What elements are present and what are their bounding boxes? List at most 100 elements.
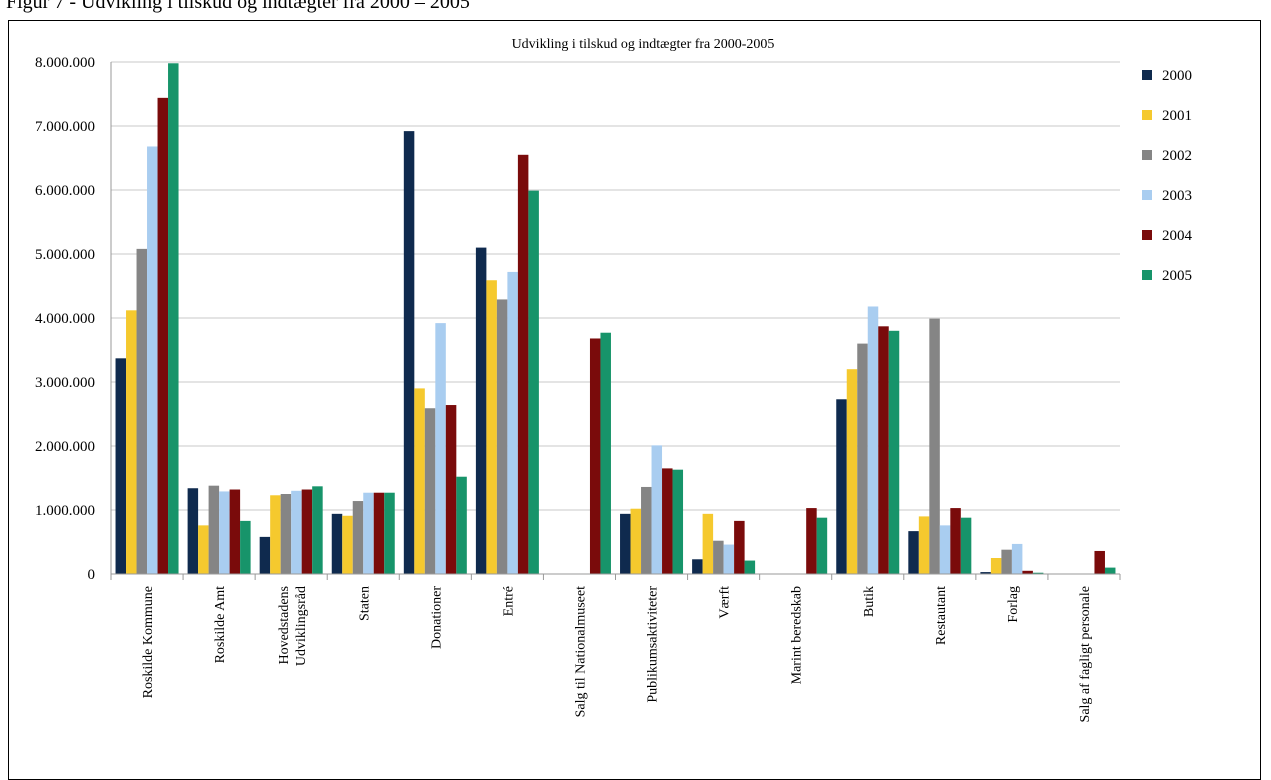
y-tick-label: 6.000.000: [35, 183, 95, 199]
y-tick-label: 4.000.000: [35, 311, 95, 327]
svg-text:Forlag: Forlag: [1006, 586, 1021, 623]
x-tick-label: Butik: [862, 586, 877, 617]
bar: [259, 536, 271, 574]
y-axis: 0 1.000.000 2.000.000 3.000.000 4.000.000 5.0…: [35, 55, 112, 583]
legend-label: 2001: [1162, 108, 1192, 124]
bar: [662, 468, 673, 574]
bar: [836, 399, 847, 574]
y-tick-label: 7.000.000: [35, 119, 95, 135]
svg-text:Salg til Nationalmuseet: Salg til Nationalmuseet: [573, 586, 588, 718]
bar: [435, 323, 446, 574]
bar: [229, 489, 241, 574]
legend: 2000 2001 2002 2003 2004 2005: [1142, 68, 1193, 284]
bar: [280, 494, 292, 574]
bar: [301, 489, 313, 574]
bar: [672, 469, 684, 574]
bar: [475, 247, 487, 574]
bar: [198, 525, 209, 574]
bar: [867, 306, 879, 574]
bar: [734, 520, 745, 574]
bar: [373, 492, 385, 574]
x-tick-label: Restautant: [934, 586, 949, 645]
bar: [1011, 543, 1023, 574]
bar: [600, 332, 611, 574]
bar: [403, 131, 415, 574]
legend-swatch: [1142, 70, 1152, 80]
y-tick-label: 5.000.000: [35, 247, 95, 263]
bar: [352, 501, 364, 574]
bar: [816, 517, 828, 574]
svg-text:Staten: Staten: [357, 586, 372, 621]
bar: [929, 318, 940, 574]
y-tick-label: 8.000.000: [35, 55, 95, 71]
bar: [414, 388, 425, 574]
bar: [424, 408, 436, 574]
svg-text:Entré: Entré: [501, 586, 516, 616]
bar: [620, 513, 631, 574]
x-tick-label: Staten: [357, 586, 372, 621]
x-tick-label: Roskilde Amt: [213, 586, 228, 664]
legend-swatch: [1142, 230, 1152, 240]
bar: [1022, 570, 1033, 574]
bar: [384, 492, 395, 574]
legend-label: 2005: [1162, 268, 1192, 284]
legend-label: 2002: [1162, 148, 1192, 164]
bar: [950, 508, 961, 574]
bar: [846, 369, 858, 574]
x-tick-label: Entré: [501, 586, 516, 616]
x-tick-label: Værft: [718, 586, 733, 619]
legend-label: 2000: [1162, 68, 1192, 84]
bar: [456, 476, 467, 574]
bar: [363, 492, 374, 574]
legend-label: 2003: [1162, 188, 1192, 204]
svg-text:Marint beredskab: Marint beredskab: [790, 586, 805, 684]
x-tick-label: Roskilde Kommune: [141, 586, 156, 698]
bar: [1104, 567, 1116, 574]
x-tick-label: Salg til Nationalmuseet: [573, 586, 588, 718]
legend-swatch: [1142, 270, 1152, 280]
svg-text:Salg af fagligt personale: Salg af fagligt personale: [1078, 586, 1093, 722]
svg-text:Værft: Værft: [718, 586, 733, 619]
bar: [291, 490, 302, 574]
y-tick-label: 3.000.000: [35, 375, 95, 391]
svg-text:Restautant: Restautant: [934, 586, 949, 645]
svg-text:Roskilde Kommune: Roskilde Kommune: [141, 586, 156, 698]
bar: [208, 485, 220, 574]
bar: [713, 540, 724, 574]
x-tick-label: Forlag: [1006, 586, 1021, 623]
bar: [147, 146, 158, 575]
bar: [507, 271, 518, 574]
bar: [528, 190, 539, 574]
bar: [157, 97, 169, 574]
bar: [1001, 549, 1012, 574]
bar: [219, 491, 230, 574]
bar: [342, 515, 353, 574]
bar: [888, 330, 900, 574]
svg-text:Roskilde Amt: Roskilde Amt: [213, 586, 228, 664]
legend-label: 2004: [1162, 228, 1193, 244]
bar: [331, 513, 343, 574]
bar: [641, 486, 652, 574]
bars: [115, 63, 1116, 575]
x-tick-label: Publikumsaktiviteter: [646, 586, 661, 703]
legend-swatch: [1142, 110, 1152, 120]
x-tick-label: Hovedstadens Udviklingsråd: [277, 586, 309, 666]
bar: [878, 326, 889, 574]
bar: [517, 154, 529, 575]
bar: [939, 525, 951, 574]
chart-title: Udvikling i tilskud og indtægter fra 200…: [512, 37, 775, 52]
bar: [168, 63, 179, 574]
x-tick-label: Marint beredskab: [790, 586, 805, 684]
legend-swatch: [1142, 150, 1152, 160]
y-tick-label: 1.000.000: [35, 503, 95, 519]
y-tick-label: 0: [88, 567, 96, 583]
x-tick-label: Donationer: [429, 586, 444, 649]
bar: [187, 488, 199, 574]
bar: [115, 358, 127, 574]
svg-text:Donationer: Donationer: [429, 586, 444, 649]
bar: [744, 560, 756, 574]
bar: [270, 495, 281, 574]
bar: [702, 513, 714, 574]
